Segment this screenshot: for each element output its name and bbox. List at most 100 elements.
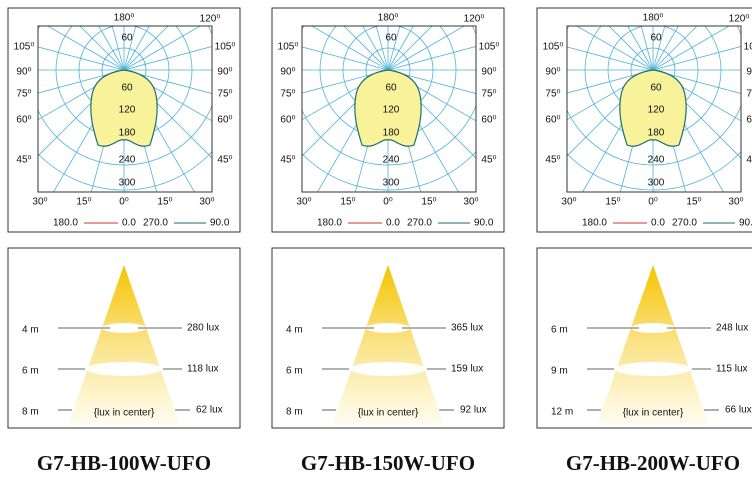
angle-label: 120⁰ xyxy=(200,14,221,25)
cone-note: {lux in center} xyxy=(94,408,155,419)
angle-label: 75⁰ xyxy=(481,89,496,100)
grid-ray xyxy=(575,26,654,71)
radial-label: 300 xyxy=(648,178,665,189)
polar-grid xyxy=(38,26,212,192)
angle-label: 75⁰ xyxy=(746,89,752,100)
legend-label: 0.0 xyxy=(122,218,136,229)
radial-label: 240 xyxy=(119,155,136,166)
grid-ray xyxy=(343,26,389,71)
grid-ray xyxy=(38,69,125,94)
angle-label: 60⁰ xyxy=(746,115,752,126)
distance-label: 6 m xyxy=(286,366,303,377)
angle-label: 120⁰ xyxy=(464,14,485,25)
grid-ray xyxy=(387,26,401,71)
grid-ray xyxy=(375,26,389,71)
angle-label: 60⁰ xyxy=(16,115,31,126)
grid-ray xyxy=(652,26,731,71)
angle-label: 180⁰ xyxy=(643,13,664,24)
grid-ray xyxy=(387,26,433,71)
radial-label: 240 xyxy=(383,155,400,166)
grid-ray xyxy=(79,26,125,71)
distance-label: 8 m xyxy=(286,407,303,418)
radial-label: 60 xyxy=(385,33,397,44)
model-title: G7-HB-200W-UFO xyxy=(566,451,740,475)
angle-label: 90⁰ xyxy=(16,67,31,78)
intensity-lobe xyxy=(354,69,422,147)
angle-label: 105⁰ xyxy=(278,42,299,53)
panel: 180⁰ 120⁰ 105⁰ 105⁰ 90⁰ 90⁰ 75⁰ 75⁰ 60⁰ 60⁰ 45⁰ 45⁰… xyxy=(271,7,505,475)
grid-ray xyxy=(387,46,476,71)
grid-ray xyxy=(111,26,125,71)
grid-ray xyxy=(640,26,654,71)
radial-label: 120 xyxy=(119,105,136,116)
angle-label: 120⁰ xyxy=(729,14,750,25)
legend-label: 270.0 xyxy=(407,218,432,229)
lux-label: 66 lux xyxy=(725,405,752,416)
radial-label: 180 xyxy=(119,128,136,139)
angle-label: 30⁰ xyxy=(463,197,478,208)
grid-ray xyxy=(652,69,741,94)
legend-label: 180.0 xyxy=(53,218,78,229)
cone-note: {lux in center} xyxy=(623,408,684,419)
angle-label: 30⁰ xyxy=(32,197,47,208)
angle-label: 0⁰ xyxy=(648,197,658,208)
angle-label: 105⁰ xyxy=(543,42,564,53)
lux-label: 118 lux xyxy=(187,364,219,375)
cone-ring xyxy=(631,323,675,333)
radial-label: 300 xyxy=(383,178,400,189)
grid-ray xyxy=(387,26,466,71)
grid-ray xyxy=(38,69,125,121)
grid-ray xyxy=(387,69,476,122)
cone-note: {lux in center} xyxy=(358,408,419,419)
grid-ray xyxy=(123,69,212,94)
cone-ring xyxy=(615,362,691,376)
angle-label: 60⁰ xyxy=(545,115,560,126)
grid-ray xyxy=(387,26,414,71)
grid-ray xyxy=(302,69,389,121)
lux-label: 280 lux xyxy=(187,323,219,334)
radial-label: 60 xyxy=(650,83,662,94)
grid-ray xyxy=(302,69,389,94)
grid-ray xyxy=(567,46,654,71)
light-cone xyxy=(597,265,709,425)
lux-label: 92 lux xyxy=(460,405,487,416)
legend-label: 180.0 xyxy=(317,218,342,229)
radial-label: 60 xyxy=(121,33,133,44)
angle-label: 105⁰ xyxy=(215,42,236,53)
grid-ray xyxy=(98,26,125,71)
light-cone xyxy=(68,265,180,425)
polar-grid xyxy=(302,26,476,192)
cone-ring xyxy=(350,362,426,376)
lux-label: 248 lux xyxy=(716,323,748,334)
angle-label: 60⁰ xyxy=(481,115,496,126)
angle-label: 0⁰ xyxy=(383,197,393,208)
plot-area xyxy=(301,25,477,193)
legend-label: 0.0 xyxy=(386,218,400,229)
legend-label: 180.0 xyxy=(582,218,607,229)
grid-ray xyxy=(123,69,212,122)
distance-label: 9 m xyxy=(551,366,568,377)
grid-ray xyxy=(362,26,389,71)
grid-ray xyxy=(302,46,389,71)
radial-label: 120 xyxy=(648,105,665,116)
angle-label: 90⁰ xyxy=(481,67,496,78)
angle-label: 15⁰ xyxy=(340,197,355,208)
legend-label: 90.0 xyxy=(474,218,494,229)
radial-label: 180 xyxy=(383,128,400,139)
legend-label: 0.0 xyxy=(651,218,665,229)
distance-label: 12 m xyxy=(551,407,573,418)
distance-label: 6 m xyxy=(551,325,568,336)
angle-label: 45⁰ xyxy=(545,155,560,166)
grid-ray xyxy=(567,69,654,94)
legend-label: 90.0 xyxy=(739,218,752,229)
angle-label: 30⁰ xyxy=(561,197,576,208)
angle-label: 15⁰ xyxy=(605,197,620,208)
grid-ray xyxy=(652,26,679,71)
angle-label: 180⁰ xyxy=(114,13,135,24)
angle-label: 30⁰ xyxy=(728,197,743,208)
angle-label: 15⁰ xyxy=(76,197,91,208)
grid-ray xyxy=(652,26,666,71)
radial-label: 60 xyxy=(121,83,133,94)
angle-label: 90⁰ xyxy=(217,67,232,78)
grid-ray xyxy=(310,26,389,71)
